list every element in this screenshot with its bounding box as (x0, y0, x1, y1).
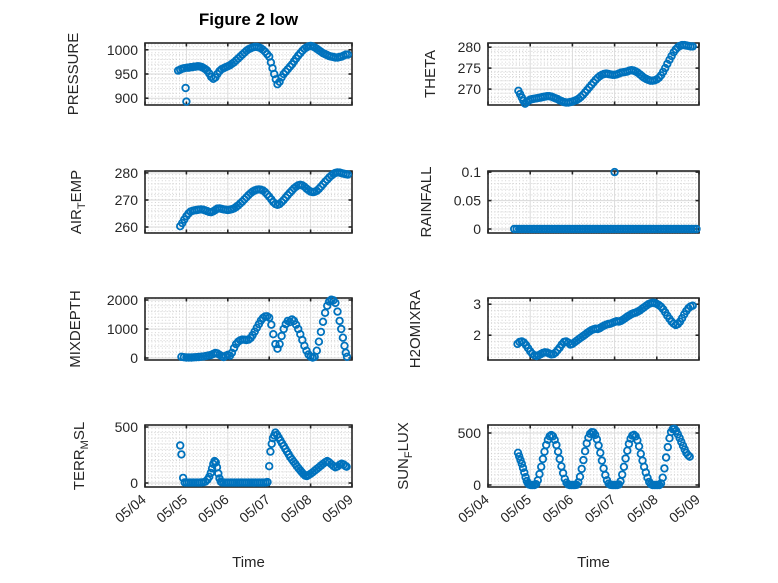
x-tick-label: 05/08 (624, 491, 661, 526)
x-axis-label-time-left: Time (232, 554, 265, 571)
y-tick-labels: 23 (473, 296, 481, 343)
minor-grid (488, 171, 699, 233)
plot-area-h2omixra: 23 (473, 296, 700, 361)
data-points-air-temp (176, 168, 353, 231)
minor-grid (145, 171, 352, 233)
y-tick-label: 0 (130, 350, 138, 366)
y-tick-label: 0 (473, 477, 481, 493)
plot-area-theta: 270 275 280 (458, 39, 700, 108)
y-tick-labels: 270 275 280 (458, 39, 482, 97)
y-tick-label: 500 (458, 425, 482, 441)
x-tick-label: 05/04 (455, 491, 492, 526)
y-tick-label: 2000 (107, 292, 138, 308)
y-axis-label-sun-flux: SUNFLUX (395, 422, 415, 490)
y-axis-label-pressure: PRESSURE (65, 32, 82, 116)
x-tick-label: 05/09 (319, 491, 356, 526)
x-tick-label: 05/04 (112, 491, 149, 526)
data-points-pressure (173, 41, 353, 106)
y-axis-label-rainfall: RAINFALL (418, 166, 435, 238)
y-tick-label: 0.1 (462, 164, 482, 180)
plot-area-mixdepth: 0 1000 2000 (107, 292, 353, 366)
data-points-h2omixra (513, 298, 697, 361)
x-tick-labels: 05/04 05/05 05/06 05/07 05/08 05/09 (455, 491, 703, 526)
y-tick-label: 270 (458, 81, 482, 97)
major-grid (145, 298, 352, 360)
y-tick-label: 1000 (107, 42, 138, 58)
tick-marks (487, 298, 700, 360)
y-tick-label: 950 (115, 66, 139, 82)
tick-marks (144, 425, 353, 487)
y-tick-label: 260 (115, 219, 139, 235)
data-points-mixdepth (177, 295, 352, 362)
subplot-rainfall: 0 0.05 0.1 RAINFALL (418, 164, 701, 237)
y-tick-label: 500 (115, 419, 139, 435)
subplot-air-temp: 260 270 280 AIRTEMP (68, 165, 353, 235)
y-tick-labels: 0 1000 2000 (107, 292, 138, 366)
x-tick-label: 05/05 (153, 491, 190, 526)
data-points-rainfall (510, 167, 701, 234)
y-axis-label-air-temp: AIRTEMP (68, 169, 88, 235)
data-points-theta (514, 40, 697, 108)
x-tick-label: 05/06 (195, 491, 232, 526)
y-tick-label: 3 (473, 296, 481, 312)
subplot-pressure: 900 950 1000 PRESSURE (65, 33, 353, 115)
y-tick-label: 900 (115, 90, 139, 106)
x-tick-label: 05/08 (277, 491, 314, 526)
subplot-terr-msl: 0 500 05/04 05/05 05/06 05/07 05/08 05/09 TERRMS… (71, 419, 356, 526)
plot-area-terr-msl: 0 500 05/04 05/05 05/06 05/07 05/08 05/09 (112, 419, 356, 526)
y-axis-label-theta: THETA (422, 49, 439, 99)
y-tick-label: 2 (473, 327, 481, 343)
subplot-sun-flux: 0 500 05/04 05/05 05/06 05/07 05/08 05/09 SUNFLU… (395, 422, 703, 526)
data-points-terr-msl (176, 428, 351, 487)
axes-box (487, 42, 700, 106)
y-tick-label: 0 (130, 475, 138, 491)
plot-area-rainfall: 0 0.05 0.1 (454, 164, 701, 237)
y-tick-labels: 0 500 (458, 425, 482, 493)
axes-box (144, 424, 353, 488)
y-axis-label-h2omixra: H2OMIXRA (407, 289, 424, 369)
y-tick-label: 0.05 (454, 193, 481, 209)
subplot-h2omixra: 2 3 H2OMIXRA (407, 290, 700, 368)
minor-grid (145, 425, 352, 487)
x-tick-labels: 05/04 05/05 05/06 05/07 05/08 05/09 (112, 491, 356, 526)
y-tick-label: 1000 (107, 321, 138, 337)
subplot-mixdepth: 0 1000 2000 MIXDEPTH (67, 290, 353, 368)
x-axis-label-time-right: Time (577, 554, 610, 571)
y-axis-label-terr-msl: TERRMSL (71, 421, 91, 491)
tick-marks (144, 171, 353, 233)
axes-box (487, 297, 700, 361)
y-tick-labels: 0 0.05 0.1 (454, 164, 481, 237)
figure-title: Figure 2 low (198, 10, 299, 29)
x-tick-label: 05/07 (236, 491, 273, 526)
y-axis-label-mixdepth: MIXDEPTH (67, 290, 84, 368)
y-tick-labels: 900 950 1000 (107, 42, 138, 106)
y-tick-labels: 0 500 (115, 419, 139, 491)
y-tick-label: 270 (115, 192, 139, 208)
x-tick-label: 05/07 (581, 491, 618, 526)
axes-box (144, 170, 353, 234)
y-tick-label: 280 (458, 39, 482, 55)
x-tick-label: 05/05 (497, 491, 534, 526)
y-tick-label: 280 (115, 165, 139, 181)
data-points-sun-flux (513, 424, 694, 490)
plot-area-air-temp: 260 270 280 (115, 165, 353, 235)
subplot-theta: 270 275 280 THETA (422, 39, 700, 108)
y-tick-label: 0 (473, 221, 481, 237)
axes-box (487, 424, 700, 488)
tick-marks (144, 43, 353, 105)
plot-area-sun-flux: 0 500 05/04 05/05 05/06 05/07 05/08 05/09 (455, 424, 703, 526)
x-tick-label: 05/06 (539, 491, 576, 526)
x-tick-label: 05/09 (666, 491, 703, 526)
y-tick-labels: 260 270 280 (115, 165, 139, 235)
plot-area-pressure: 900 950 1000 (107, 41, 353, 106)
y-tick-label: 275 (458, 60, 482, 76)
